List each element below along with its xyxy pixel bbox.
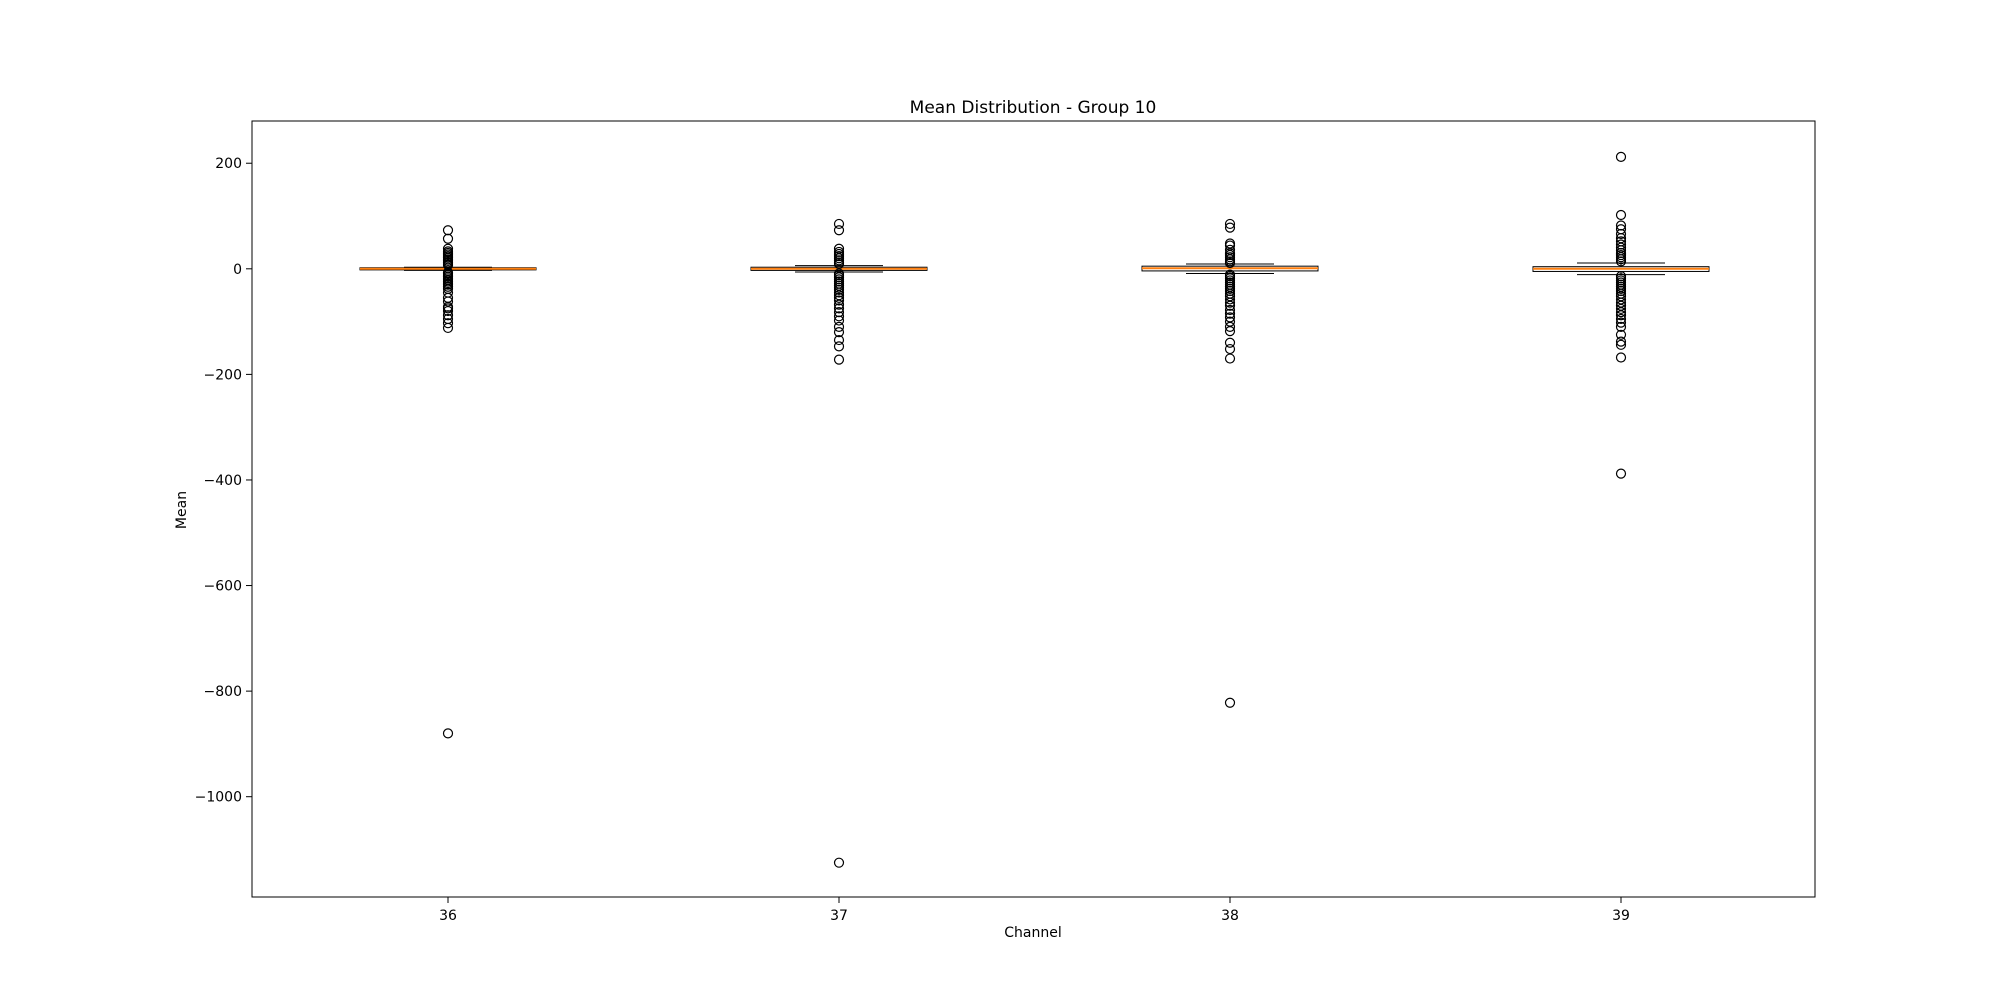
flier-point bbox=[833, 327, 845, 338]
x-axis: 36 37 38 39 bbox=[439, 897, 1630, 924]
y-tick-label: 0 bbox=[233, 262, 242, 278]
flier-point bbox=[1615, 306, 1627, 318]
flier-point bbox=[833, 341, 845, 352]
y-tick-label: −600 bbox=[204, 579, 242, 595]
flier-point bbox=[442, 322, 454, 334]
flier-point bbox=[442, 303, 454, 314]
flier-point bbox=[1615, 321, 1627, 332]
y-tick-label: −200 bbox=[204, 367, 242, 383]
flier-point bbox=[1224, 308, 1236, 319]
flier-point bbox=[833, 225, 845, 236]
flier-point bbox=[833, 299, 845, 310]
flier-point bbox=[442, 310, 454, 321]
flier-point bbox=[1224, 353, 1236, 364]
box-group-37 bbox=[750, 218, 928, 868]
x-tick-label: 39 bbox=[1612, 908, 1630, 924]
flier-point bbox=[1615, 339, 1627, 350]
flier-point bbox=[833, 292, 845, 303]
flier-point bbox=[442, 225, 454, 236]
y-tick-label: −800 bbox=[204, 684, 242, 700]
plot-area bbox=[251, 120, 1816, 898]
flier-point bbox=[833, 218, 845, 230]
flier-point bbox=[833, 321, 845, 332]
x-axis-label: Channel bbox=[1004, 925, 1061, 941]
flier-point bbox=[1224, 297, 1236, 308]
flier-point bbox=[1615, 228, 1627, 240]
flier-point bbox=[1615, 336, 1627, 347]
flier-point bbox=[1615, 313, 1627, 325]
y-axis-label: Mean bbox=[174, 491, 190, 529]
flier-point bbox=[1615, 151, 1627, 162]
flier-point bbox=[1224, 343, 1236, 355]
flier-point bbox=[1615, 352, 1627, 363]
flier-point bbox=[1224, 326, 1236, 337]
box-group-39 bbox=[1532, 151, 1710, 479]
flier-point bbox=[833, 303, 845, 314]
flier-point bbox=[1224, 222, 1236, 233]
flier-point bbox=[833, 315, 845, 326]
flier-point bbox=[442, 233, 454, 244]
chart-title: Mean Distribution - Group 10 bbox=[910, 98, 1157, 118]
flier-point bbox=[1615, 329, 1627, 340]
flier-point bbox=[442, 728, 454, 739]
flier-point bbox=[1615, 209, 1627, 221]
flier-point bbox=[1615, 303, 1627, 315]
flier-point bbox=[1224, 257, 1236, 269]
flier-point bbox=[833, 857, 845, 868]
box-group-38 bbox=[1141, 218, 1319, 708]
flier-point bbox=[833, 311, 845, 322]
flier-point bbox=[1224, 337, 1236, 348]
flier-point bbox=[833, 334, 845, 346]
y-tick-label: −400 bbox=[204, 473, 242, 489]
y-tick-label: 200 bbox=[215, 156, 242, 172]
y-axis: 200 0 −200 −400 −600 −800 −1000 bbox=[195, 156, 252, 806]
y-tick-label: −1000 bbox=[195, 790, 242, 806]
flier-point bbox=[833, 295, 845, 306]
flier-point bbox=[1224, 218, 1236, 230]
flier-point bbox=[833, 287, 845, 298]
flier-point bbox=[1224, 300, 1236, 311]
flier-point bbox=[1615, 310, 1627, 321]
flier-point bbox=[442, 318, 454, 329]
x-tick-label: 36 bbox=[439, 908, 457, 924]
flier-point bbox=[1615, 317, 1627, 328]
boxes bbox=[359, 151, 1710, 868]
flier-point bbox=[442, 305, 454, 317]
flier-point bbox=[1615, 256, 1627, 267]
flier-point bbox=[1224, 304, 1236, 316]
flier-point bbox=[1224, 321, 1236, 332]
flier-point bbox=[1224, 697, 1236, 708]
flier-point bbox=[833, 354, 845, 365]
flier-point bbox=[1615, 468, 1627, 479]
x-tick-label: 37 bbox=[830, 908, 848, 924]
flier-point bbox=[1224, 294, 1236, 305]
x-tick-label: 38 bbox=[1221, 908, 1239, 924]
box-group-36 bbox=[359, 225, 537, 739]
flier-point bbox=[833, 284, 845, 296]
